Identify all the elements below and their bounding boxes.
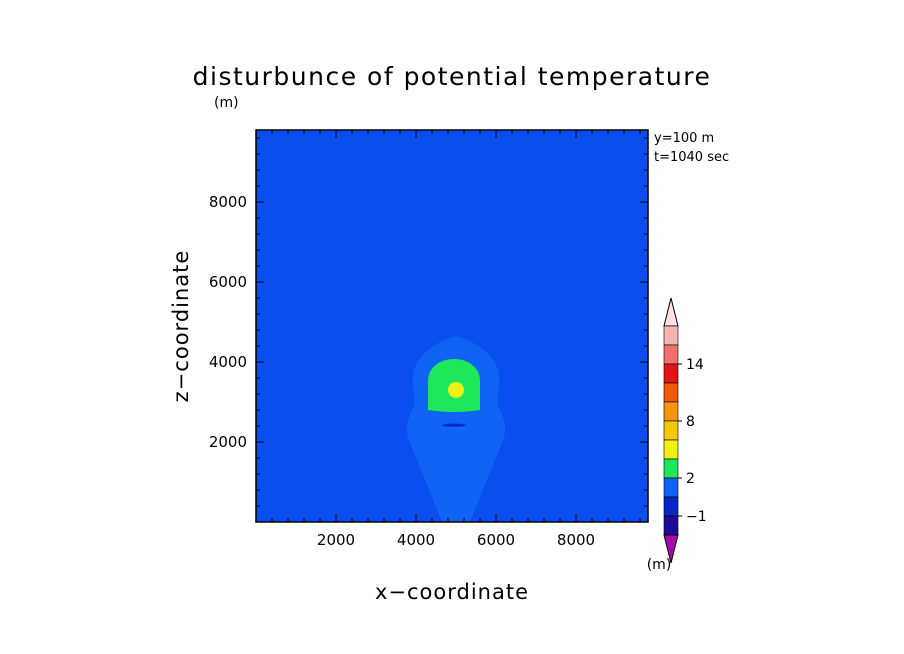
colorbar-tick-label: 14: [686, 357, 704, 373]
x-tick-label: 6000: [477, 531, 515, 549]
contour-features: [406, 336, 506, 522]
colorbar-tick-label: 8: [686, 414, 695, 430]
colorbar-bin: [663, 382, 679, 403]
x-tick-label: 8000: [557, 531, 595, 549]
y-tick-label: 2000: [209, 433, 247, 451]
y-tick-label: 8000: [209, 193, 247, 211]
chart-title: disturbunce of potential temperature: [193, 62, 712, 91]
plot-frame: [255, 129, 649, 523]
colorbar-bin: [663, 325, 679, 346]
axis-ticks: 2000 4000 6000 8000 2000 4000 6000 8000: [209, 130, 648, 549]
colorbar-bin: [663, 363, 679, 384]
x-tick-label: 4000: [397, 531, 435, 549]
colorbar-bin: [663, 515, 679, 536]
chart-unit-label: (m): [214, 95, 239, 111]
colorbar-arrow-max: [663, 297, 679, 327]
y-tick-label: 4000: [209, 353, 247, 371]
contour-region-sliver: [442, 423, 466, 427]
colorbar-bin: [663, 439, 679, 460]
plot-area: 2000 4000 6000 8000 2000 4000 6000 8000: [209, 129, 649, 549]
colorbar: 14 8 2 −1: [663, 297, 707, 564]
colorbar-bin: [663, 344, 679, 365]
info-time: t=1040 sec: [654, 150, 729, 165]
y-tick-label: 6000: [209, 273, 247, 291]
x-tick-label: 2000: [317, 531, 355, 549]
contour-region-blob: [448, 382, 464, 398]
colorbar-tick-label: 2: [686, 471, 695, 487]
colorbar-unit-label: (m): [647, 557, 672, 573]
colorbar-bin: [663, 401, 679, 422]
x-axis-label: x−coordinate: [375, 580, 529, 604]
colorbar-arrow-min: [663, 534, 679, 564]
y-axis-label: z−coordinate: [169, 250, 193, 403]
colorbar-bin: [663, 420, 679, 441]
colorbar-bin: [663, 496, 679, 517]
colorbar-bin: [663, 458, 679, 479]
colorbar-tick-label: −1: [686, 509, 707, 525]
colorbar-bin: [663, 477, 679, 498]
info-y-position: y=100 m: [654, 131, 714, 146]
